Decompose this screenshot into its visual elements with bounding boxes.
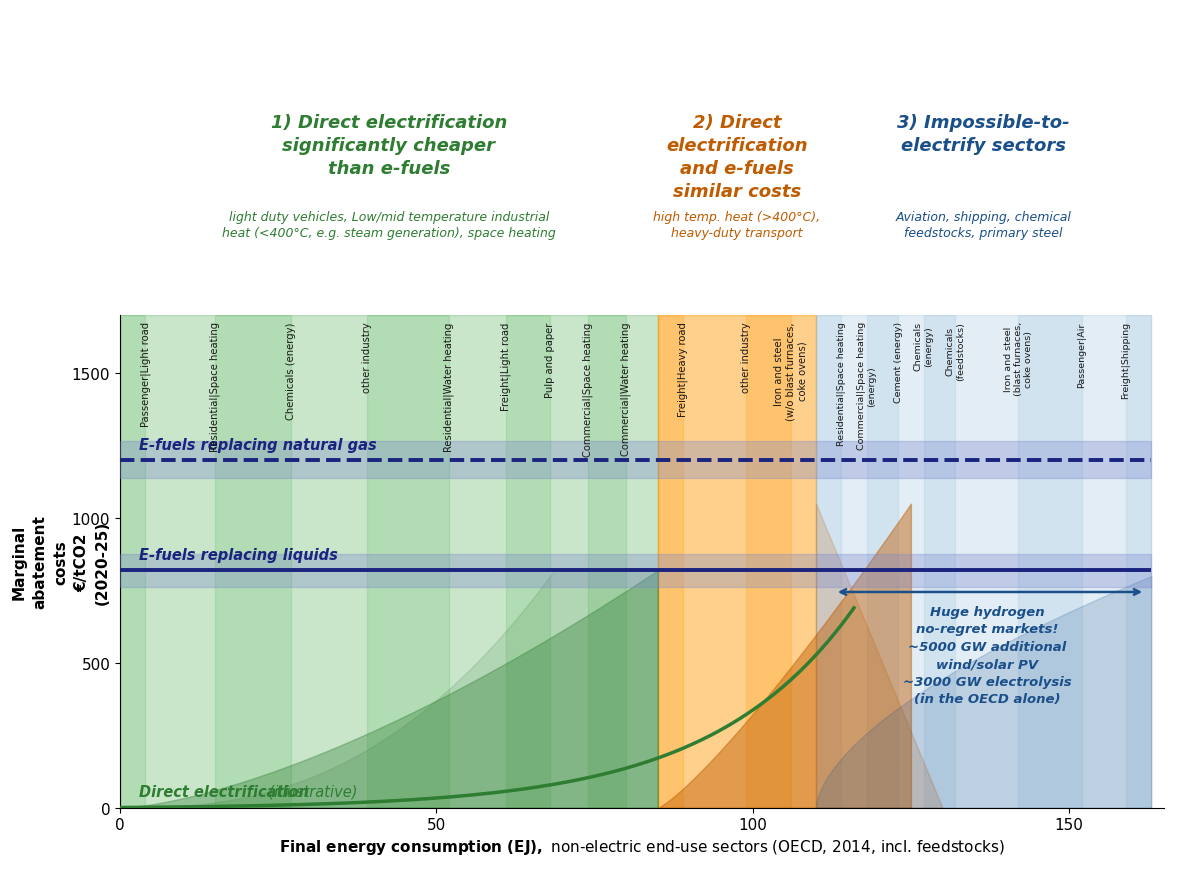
Text: Pulp and paper: Pulp and paper bbox=[545, 322, 556, 397]
Bar bbox=[215, 316, 290, 808]
Bar bbox=[658, 316, 683, 808]
Bar bbox=[120, 316, 658, 808]
Text: Commercial|Space heating: Commercial|Space heating bbox=[583, 322, 594, 456]
Text: Chemicals (energy): Chemicals (energy) bbox=[286, 322, 296, 419]
Bar bbox=[120, 442, 1151, 478]
Text: $\mathbf{Final\ energy\ consumption\ (EJ),}$ non-electric end-use sectors (OECD,: $\mathbf{Final\ energy\ consumption\ (EJ… bbox=[278, 837, 1006, 856]
Text: Chemicals
(energy): Chemicals (energy) bbox=[914, 322, 934, 371]
Text: Residential|Space heating: Residential|Space heating bbox=[836, 322, 846, 446]
Bar bbox=[588, 316, 626, 808]
Text: Aviation, shipping, chemical
feedstocks, primary steel: Aviation, shipping, chemical feedstocks,… bbox=[895, 211, 1072, 240]
Text: Freight|Shipping: Freight|Shipping bbox=[1122, 322, 1130, 399]
Text: Freight|Heavy road: Freight|Heavy road bbox=[678, 322, 689, 417]
Text: Passenger|Air: Passenger|Air bbox=[1078, 322, 1086, 387]
Text: 1) Direct electrification
significantly cheaper
than e-fuels: 1) Direct electrification significantly … bbox=[271, 114, 508, 178]
Bar bbox=[746, 316, 791, 808]
Bar bbox=[120, 555, 1151, 587]
Text: other industry: other industry bbox=[742, 322, 751, 392]
Bar bbox=[816, 316, 1151, 808]
Text: 2) Direct
electrification
and e-fuels
similar costs: 2) Direct electrification and e-fuels si… bbox=[666, 114, 808, 201]
Text: Passenger|Light road: Passenger|Light road bbox=[140, 322, 150, 427]
Text: Commercial|Water heating: Commercial|Water heating bbox=[620, 322, 631, 456]
Text: other industry: other industry bbox=[361, 322, 372, 392]
Text: 3) Impossible-to-
electrify sectors: 3) Impossible-to- electrify sectors bbox=[898, 114, 1070, 155]
Text: light duty vehicles, Low/mid temperature industrial
heat (<400°C, e.g. steam gen: light duty vehicles, Low/mid temperature… bbox=[222, 211, 556, 240]
Bar bbox=[120, 316, 145, 808]
Text: Cement (energy): Cement (energy) bbox=[894, 322, 902, 403]
Text: Residential|Space heating: Residential|Space heating bbox=[210, 322, 220, 452]
Text: Iron and steel
(w/o blast furnaces,
coke ovens): Iron and steel (w/o blast furnaces, coke… bbox=[774, 322, 808, 421]
Bar bbox=[1126, 316, 1151, 808]
Text: E-fuels replacing natural gas: E-fuels replacing natural gas bbox=[139, 437, 377, 452]
Text: Freight|Light road: Freight|Light road bbox=[500, 322, 511, 410]
Bar bbox=[658, 316, 816, 808]
Bar bbox=[367, 316, 449, 808]
Text: Commercial|Space heating
(energy): Commercial|Space heating (energy) bbox=[857, 322, 876, 450]
Text: high temp. heat (>400°C),
heavy-duty transport: high temp. heat (>400°C), heavy-duty tra… bbox=[653, 211, 821, 240]
Text: Direct electrification: Direct electrification bbox=[139, 784, 308, 799]
Bar bbox=[924, 316, 955, 808]
Text: Iron and steel
(blast furnaces,
coke ovens): Iron and steel (blast furnaces, coke ove… bbox=[1003, 322, 1033, 396]
Text: Huge hydrogen
no-regret markets!
~5000 GW additional
wind/solar PV
~3000 GW elec: Huge hydrogen no-regret markets! ~5000 G… bbox=[902, 605, 1072, 706]
Bar bbox=[1019, 316, 1081, 808]
Text: Residential|Water heating: Residential|Water heating bbox=[444, 322, 455, 451]
Text: (illustrative): (illustrative) bbox=[139, 784, 358, 799]
Y-axis label: Marginal
abatement
costs
€/tCO2
(2020-25): Marginal abatement costs €/tCO2 (2020-25… bbox=[11, 515, 110, 608]
Bar bbox=[816, 316, 841, 808]
Bar bbox=[506, 316, 551, 808]
Text: Chemicals
(feedstocks): Chemicals (feedstocks) bbox=[946, 322, 965, 381]
Bar bbox=[866, 316, 899, 808]
Text: E-fuels replacing liquids: E-fuels replacing liquids bbox=[139, 548, 338, 563]
